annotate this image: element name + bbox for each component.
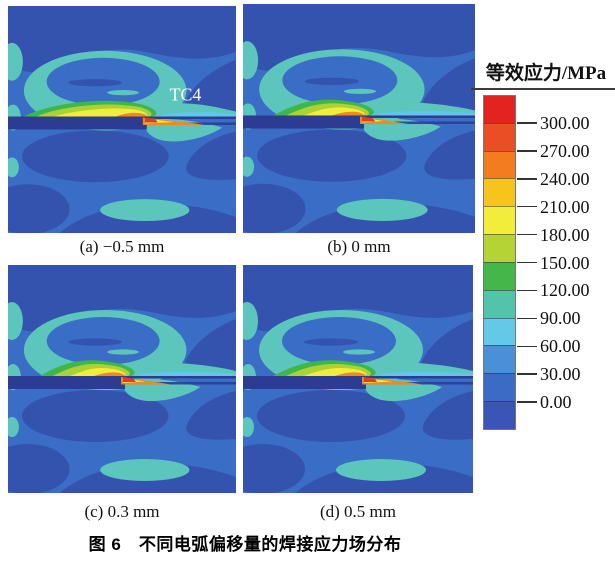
colorbar-tick-label: 270.00 <box>540 140 590 161</box>
colorbar-band <box>484 401 515 429</box>
colorbar-band <box>484 178 515 207</box>
colorbar-band <box>484 150 515 179</box>
colorbar-band <box>484 317 515 346</box>
colorbar-band <box>484 96 515 123</box>
colorbar-tick-mark <box>517 373 537 375</box>
legend-rule <box>471 88 615 90</box>
colorbar-tick-label: 0.00 <box>540 392 572 413</box>
colorbar-tick-mark <box>517 122 537 124</box>
contour-panel-a: TC4 <box>8 6 236 233</box>
colorbar-tick-mark <box>517 205 537 208</box>
figure-caption: 图 6 不同电弧偏移量的焊接应力场分布 <box>88 535 402 554</box>
contour-plot <box>8 265 236 493</box>
colorbar-tick-mark <box>517 289 537 292</box>
colorbar-band <box>484 345 515 374</box>
contour-plot <box>243 4 475 233</box>
colorbar-tick-label: 240.00 <box>540 168 590 189</box>
contour-panel-c <box>8 265 236 493</box>
tc4-annotation: TC4 <box>170 85 202 105</box>
contour-panel-d <box>243 265 473 493</box>
colorbar-tick-mark <box>517 233 537 236</box>
colorbar-band <box>484 234 515 262</box>
colorbar-band <box>484 289 515 318</box>
colorbar-tick-mark <box>517 150 537 152</box>
contour-plot: TC4 <box>8 6 236 233</box>
panel-b-caption: (b) 0 mm <box>327 237 391 256</box>
colorbar-tick-mark <box>517 345 537 347</box>
colorbar-tick-label: 180.00 <box>540 224 590 245</box>
panel-c-caption: (c) 0.3 mm <box>84 502 160 521</box>
panel-d-caption: (d) 0.5 mm <box>319 502 397 521</box>
colorbar-tick-mark <box>517 178 537 180</box>
stress-colorbar <box>483 95 516 430</box>
colorbar-tick-label: 210.00 <box>540 196 590 217</box>
colorbar-band <box>484 261 515 290</box>
colorbar-tick-mark <box>517 401 537 403</box>
colorbar-tick-mark <box>517 317 537 320</box>
colorbar-tick-mark <box>517 261 537 264</box>
colorbar-tick-label: 30.00 <box>540 364 581 385</box>
colorbar-band <box>484 206 515 235</box>
colorbar-band <box>484 373 515 402</box>
contour-panel-b <box>243 4 475 233</box>
panel-a-caption: (a) −0.5 mm <box>79 237 165 256</box>
colorbar-tick-label: 120.00 <box>540 280 590 301</box>
colorbar-tick-label: 150.00 <box>540 252 590 273</box>
colorbar-tick-label: 300.00 <box>540 112 590 133</box>
colorbar-tick-label: 60.00 <box>540 336 581 357</box>
colorbar-band <box>484 122 515 151</box>
legend-title: 等效应力/MPa <box>485 63 607 84</box>
colorbar-tick-label: 90.00 <box>540 308 581 329</box>
contour-plot <box>243 265 473 493</box>
